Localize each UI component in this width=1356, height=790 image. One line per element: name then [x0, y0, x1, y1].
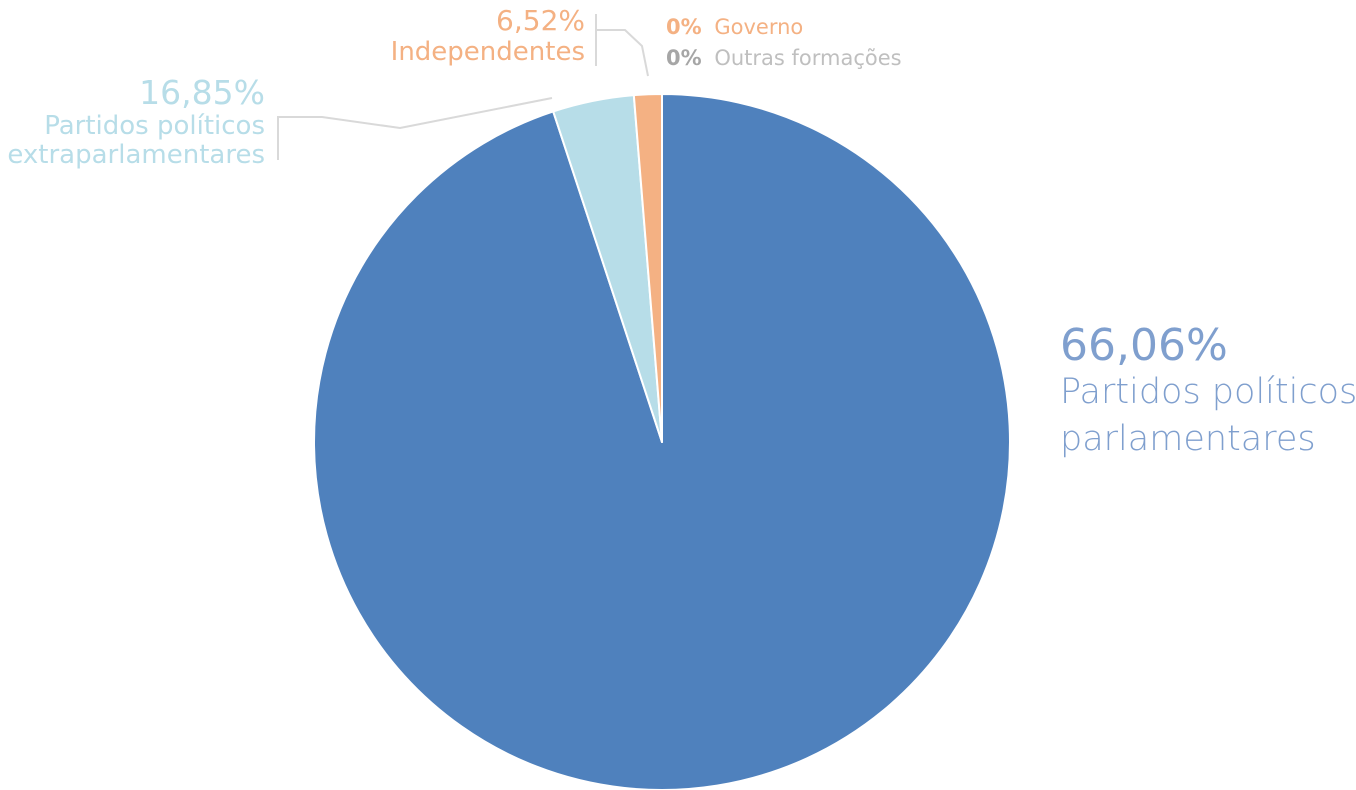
data-label-percent-independentes: 6,52% [496, 4, 585, 37]
data-label-percent-extraparlamentares: 16,85% [139, 73, 265, 112]
data-label-parlamentares: 66,06% Partidos políticos parlamentares [1060, 320, 1356, 459]
pie-slices [313, 93, 1011, 790]
data-label-text-extraparlamentares-line2: extraparlamentares [7, 140, 265, 170]
data-label-independentes: 6,52% Independentes [391, 4, 585, 67]
leader-line-extraparlamentares [277, 97, 553, 160]
data-label-text-parlamentares-line2: parlamentares [1060, 419, 1316, 459]
data-label-extraparlamentares: 16,85% Partidos políticos extraparlament… [7, 73, 265, 170]
data-label-percent-outras: 0% [666, 46, 702, 70]
data-label-text-parlamentares-line1: Partidos políticos [1060, 372, 1356, 412]
data-label-percent-parlamentares: 66,06% [1060, 320, 1228, 371]
data-label-outras-line: 0% Outras formações [666, 46, 902, 70]
leader-line-zero-labels [596, 29, 649, 77]
data-label-governo-line: 0% Governo [666, 15, 803, 39]
data-label-text-governo: Governo [714, 15, 803, 39]
data-label-text-outras: Outras formações [714, 46, 901, 70]
leader-lines [277, 14, 649, 160]
data-label-text-extraparlamentares-line1: Partidos políticos [44, 111, 265, 141]
pie-slice-independentes [632, 93, 663, 443]
data-label-outras: 0% Outras formações [666, 46, 902, 70]
data-label-text-independentes: Independentes [391, 37, 585, 67]
data-label-governo: 0% Governo [666, 15, 803, 39]
data-label-percent-governo: 0% [666, 15, 702, 39]
